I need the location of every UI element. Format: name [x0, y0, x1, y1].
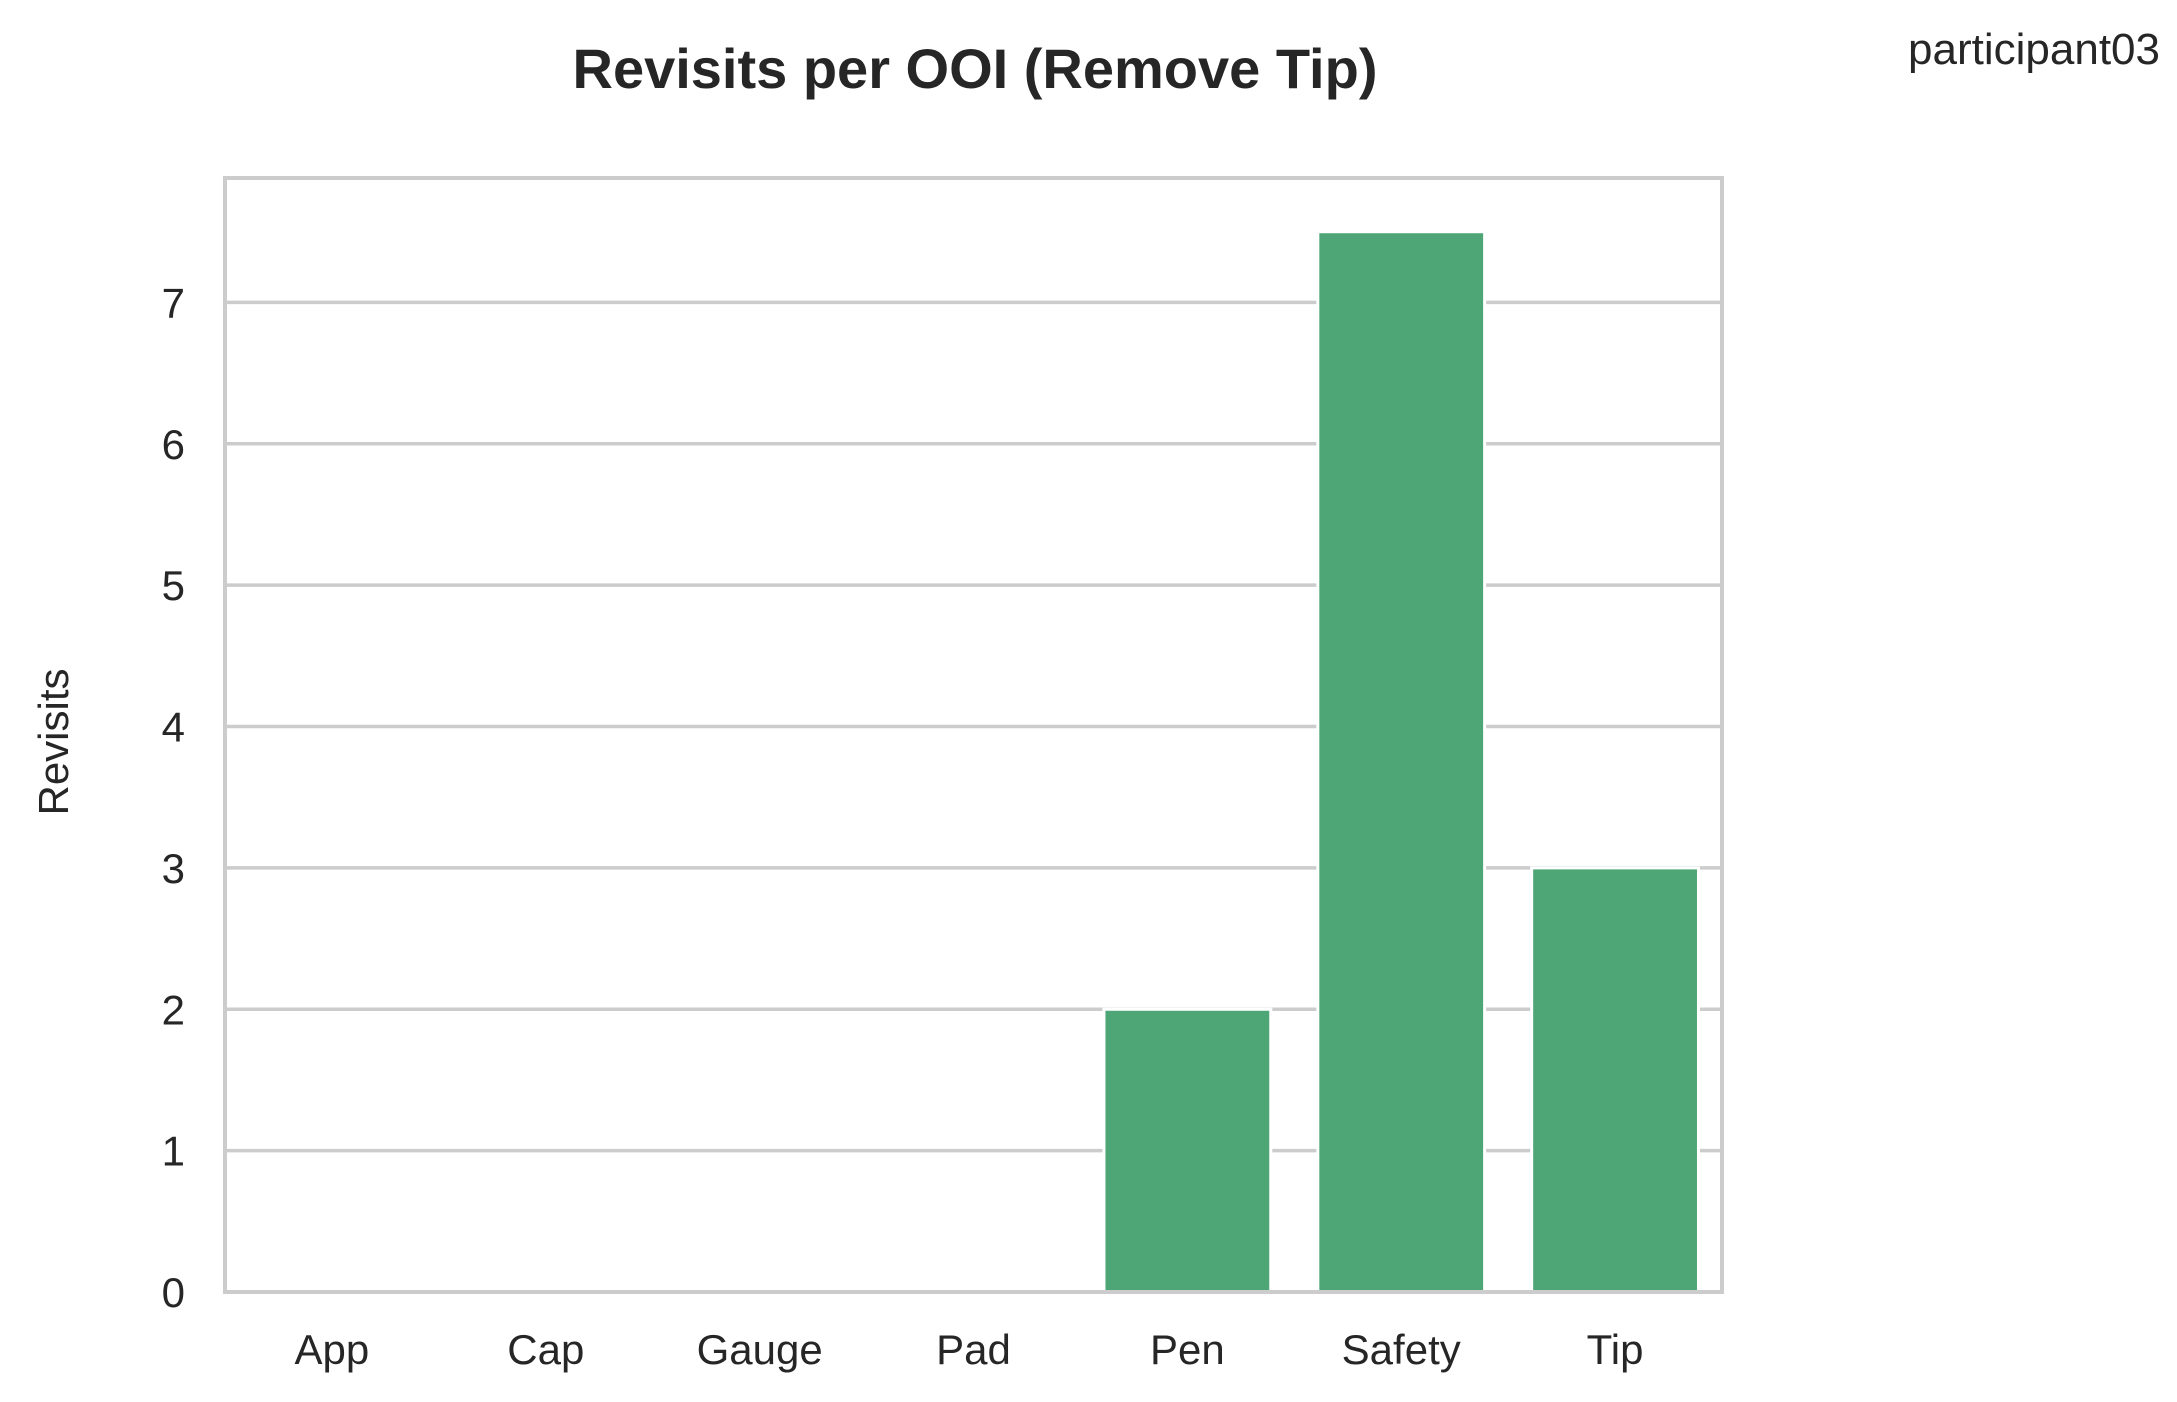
bars	[1102, 230, 1700, 1294]
y-tick-label: 7	[162, 279, 185, 326]
y-tick-label: 1	[162, 1128, 185, 1175]
y-tick-label: 2	[162, 986, 185, 1033]
x-tick-label: Tip	[1587, 1326, 1644, 1373]
x-tick-label: Cap	[507, 1326, 584, 1373]
y-tick-label: 3	[162, 845, 185, 892]
y-tick-labels: 0 1 2 3 4 5 6 7	[162, 279, 185, 1316]
bar	[1102, 1007, 1273, 1294]
y-tick-label: 4	[162, 704, 185, 751]
chart-title: Revisits per OOI (Remove Tip)	[573, 37, 1378, 100]
x-tick-label: Gauge	[697, 1326, 823, 1373]
bar	[1316, 230, 1487, 1294]
x-tick-label: App	[295, 1326, 370, 1373]
y-tick-label: 5	[162, 562, 185, 609]
y-tick-label: 6	[162, 421, 185, 468]
bar	[1530, 866, 1700, 1294]
gridlines	[225, 300, 1722, 1153]
y-tick-label: 0	[162, 1269, 185, 1316]
participant-label: participant03	[1908, 25, 2160, 74]
y-axis-label: Revisits	[30, 668, 77, 815]
x-tick-label: Pen	[1150, 1326, 1225, 1373]
plot-frame	[223, 176, 1724, 1294]
x-tick-labels: App Cap Gauge Pad Pen Safety Tip	[295, 1326, 1644, 1373]
x-tick-label: Safety	[1342, 1326, 1461, 1373]
plot-border	[223, 176, 1724, 1294]
x-tick-label: Pad	[936, 1326, 1011, 1373]
